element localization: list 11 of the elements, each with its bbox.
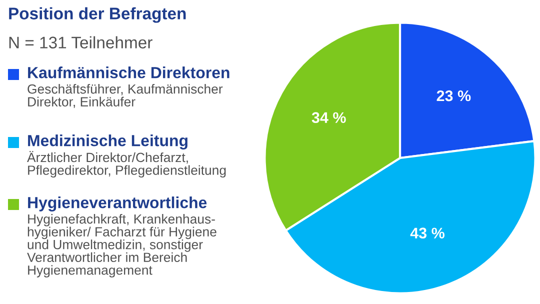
legend-label: Kaufmännische Direktoren xyxy=(28,66,230,78)
legend-label: Hygieneverantwortliche xyxy=(28,196,207,212)
text: N = 131 Teilnehmer xyxy=(9,36,152,48)
text: Ärztlicher Direktor/Chefarzt, Pflegedirektor, Pflegedienstleitung xyxy=(27,150,226,178)
text: Hygienefachkraft, Krankenhaus- hygieniker/ Facharzt für Hygiene und Umweltmedizin, sonstiger Verantwortlicher im Bereich Hygienemanagement xyxy=(27,214,216,278)
chart-title: Position der Befragten xyxy=(9,7,186,23)
legend-label: Medizinische Leitung xyxy=(28,134,188,150)
text: Geschäftsführer, Kaufmännischer Direktor, Einkäufer xyxy=(28,84,223,108)
data-label: 23 % xyxy=(436,90,471,102)
data-label: 43 % xyxy=(410,228,445,238)
data-label: 34 % xyxy=(312,112,346,124)
